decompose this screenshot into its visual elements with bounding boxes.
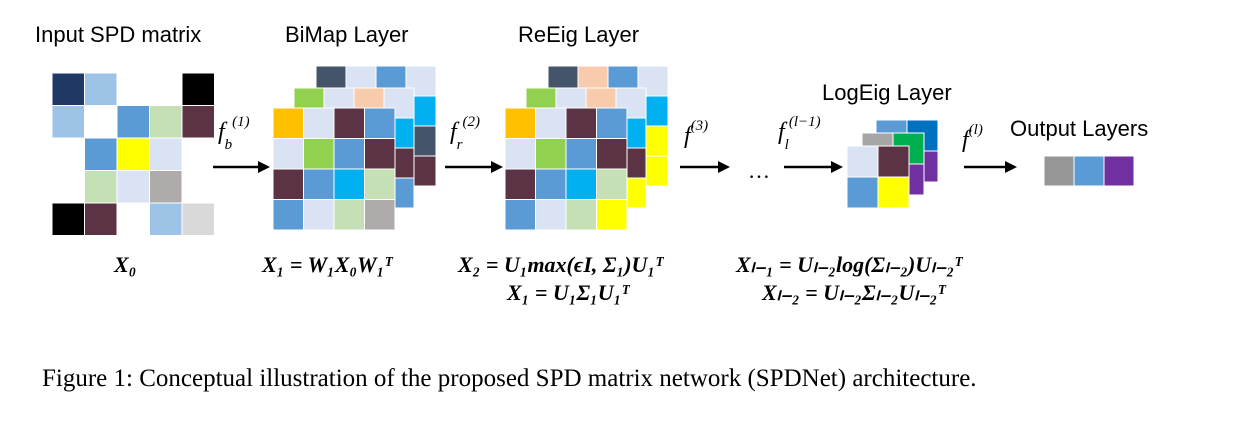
fout-function-label: f(l) [962,122,983,153]
reeig-front-matrix-cell [596,138,628,170]
bimap-front-matrix-cell [303,168,335,200]
input-matrix-cell [181,72,215,106]
equation-reeig-1: X₂ = U₁max(ϵI, Σ₁)U₁ᵀ [458,252,664,277]
reeig-front-matrix-cell [596,168,628,200]
logeig-front-matrix-cell [877,145,910,178]
input-matrix-cell [149,137,183,171]
bimap-front-matrix-cell [303,138,335,170]
reeig-front-matrix-cell [504,168,536,200]
reeig-front-matrix-cell [565,107,597,139]
bimap-front-matrix-cell [303,107,335,139]
input-matrix-cell [116,72,150,106]
input-matrix-cell [116,202,150,236]
arrow-fr-head [491,161,503,173]
ellipsis: … [748,158,770,183]
reeig-front-matrix-cell [504,107,536,139]
input-spd-label: Input SPD matrix [35,22,202,47]
output-cell-blue [1073,155,1105,187]
input-matrix-cell [181,202,215,236]
bimap-front-matrix-cell [333,138,365,170]
reeig-front-matrix-cell [565,168,597,200]
bimap-front-matrix-cell [303,199,335,231]
bimap-front-matrix-cell [364,107,396,139]
logeig-layer-label: LogEig Layer [822,80,952,105]
equation-logeig-1: Xₗ₋₁ = Uₗ₋₂log(Σₗ₋₂)Uₗ₋₂ᵀ [736,252,963,277]
reeig-front-matrix-cell [565,138,597,170]
equation-reeig-2: X₁ = U₁Σ₁U₁ᵀ [507,280,630,305]
logeig-front-matrix-cell [846,176,879,209]
output-cell-gray [1043,155,1075,187]
equation-x0: X₀ [114,252,137,277]
fr-function-label: fr(2) [450,114,481,153]
reeig-front-matrix-cell [504,138,536,170]
logeig-front-matrix-cell [846,145,879,178]
fl-function-label: fl(l−1) [778,114,821,153]
bimap-front-matrix-cell [333,199,365,231]
bimap-front-matrix-cell [333,107,365,139]
input-matrix-cell [149,202,183,236]
bimap-front-matrix-cell [272,199,304,231]
bimap-front-matrix-cell [364,199,396,231]
bimap-front-matrix-cell [272,168,304,200]
reeig-front-matrix-cell [535,168,567,200]
input-matrix-cell [84,105,118,139]
equation-logeig-2: Xₗ₋₂ = Uₗ₋₂Σₗ₋₂Uₗ₋₂ᵀ [762,280,946,305]
logeig-front-matrix-cell [877,176,910,209]
reeig-front-matrix-cell [596,107,628,139]
reeig-layer-label: ReEig Layer [518,22,640,47]
bimap-front-matrix-cell [364,138,396,170]
arrow-fl-head [831,161,843,173]
arrow-fb-head [258,161,270,173]
input-matrix-cell [181,170,215,204]
output-layers-label: Output Layers [1010,116,1149,141]
reeig-front-matrix-cell [535,138,567,170]
input-matrix-cell [181,105,215,139]
arrow-f3-head [718,161,730,173]
reeig-front-matrix-cell [596,199,628,231]
input-matrix-cell [181,137,215,171]
bimap-front-matrix-cell [333,168,365,200]
input-matrix-cell [51,202,85,236]
input-matrix-cell [51,137,85,171]
input-matrix-cell [116,105,150,139]
arrow-fout-head [1005,161,1017,173]
input-matrix-cell [84,202,118,236]
input-matrix-cell [84,72,118,106]
fb-function-label: fb(1) [218,114,250,153]
input-matrix-cell [84,137,118,171]
input-matrix-cell [149,170,183,204]
input-matrix-cell [149,105,183,139]
reeig-front-matrix-cell [504,199,536,231]
input-matrix-cell [51,170,85,204]
bimap-front-matrix-cell [364,168,396,200]
input-matrix-cell [149,72,183,106]
bimap-front-matrix-cell [272,138,304,170]
equation-bimap: X₁ = W₁X₀W₁ᵀ [262,252,393,277]
input-matrix-cell [51,72,85,106]
output-cell-purple [1103,155,1135,187]
input-matrix-cell [116,170,150,204]
bimap-front-matrix-cell [272,107,304,139]
input-matrix-cell [84,170,118,204]
figure-caption: Figure 1: Conceptual illustration of the… [42,365,977,392]
input-matrix-cell [116,137,150,171]
reeig-front-matrix-cell [565,199,597,231]
f3-function-label: f(3) [684,118,709,149]
input-matrix-cell [51,105,85,139]
bimap-layer-label: BiMap Layer [285,22,409,47]
reeig-front-matrix-cell [535,107,567,139]
reeig-front-matrix-cell [535,199,567,231]
